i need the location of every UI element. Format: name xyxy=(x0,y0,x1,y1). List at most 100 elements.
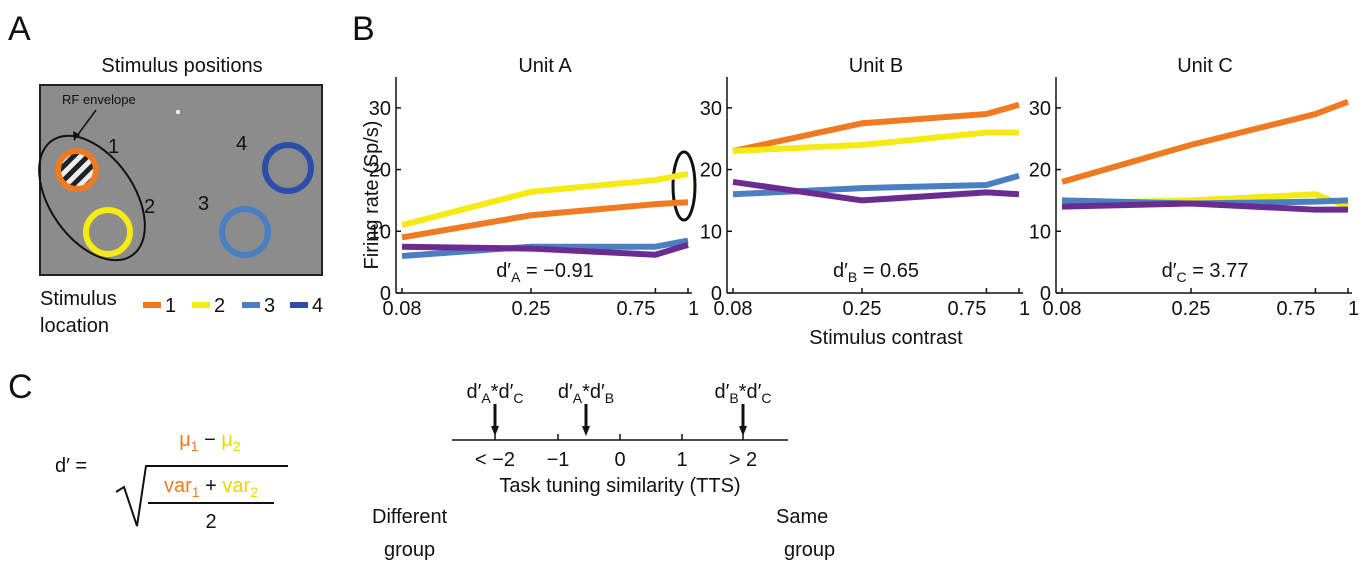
data-line xyxy=(732,178,1020,204)
legend-label: 3 xyxy=(264,295,275,317)
tts-tick-label: < −2 xyxy=(475,449,515,471)
tts-tick-label: 1 xyxy=(676,449,687,471)
tts-arrowhead xyxy=(491,426,499,436)
tts-tick-label: > 2 xyxy=(729,449,757,471)
legend-title: location xyxy=(40,315,109,337)
legend-label: 4 xyxy=(312,295,323,317)
symbol: d′ xyxy=(833,260,848,282)
tts-marker-label: d′A*d′B xyxy=(558,381,614,406)
chart-title: Unit B xyxy=(849,55,903,77)
tts-arrowhead xyxy=(739,426,747,436)
symbol: d′ xyxy=(590,381,605,403)
grating xyxy=(60,153,94,187)
chart-title: Unit A xyxy=(518,55,572,77)
formula-denominator: 2 xyxy=(205,511,216,533)
data-line xyxy=(732,129,1019,155)
tts-end-label: Different xyxy=(372,506,448,528)
tts-tick-label: 0 xyxy=(614,449,625,471)
symbol: d′ xyxy=(1162,260,1177,282)
symbol: d′ xyxy=(496,260,511,282)
y-tick-label: 10 xyxy=(700,221,722,243)
x-tick-label: 1 xyxy=(688,298,699,320)
data-line xyxy=(401,241,689,258)
d-prime-annotation: d′C = 3.77 xyxy=(1162,260,1249,285)
legend-label: 2 xyxy=(214,295,225,317)
star: * xyxy=(491,381,499,403)
data-line xyxy=(1061,200,1348,213)
y-tick-label: 30 xyxy=(1029,98,1051,120)
subscript: 2 xyxy=(250,484,258,500)
x-tick-label: 1 xyxy=(1348,298,1359,320)
tts-end-label: Same xyxy=(776,506,828,528)
tts-tick-label: −1 xyxy=(547,449,570,471)
symbol: d′ xyxy=(466,381,481,403)
data-line xyxy=(401,170,689,229)
panel-letter: C xyxy=(8,368,33,406)
var: var xyxy=(164,475,192,497)
value: = −0.91 xyxy=(520,260,593,282)
value: = 0.65 xyxy=(857,260,919,282)
x-tick-label: 0.75 xyxy=(616,298,655,320)
tts-arrowhead xyxy=(582,426,590,436)
panel-letter: A xyxy=(8,10,31,48)
subscript: A xyxy=(573,390,583,406)
y-tick-label: 10 xyxy=(369,221,391,243)
tts-scale: < −2 −1 0 1 > 2d′A*d′C d′A*d′B d′B*d′C xyxy=(466,381,771,471)
position-label: 2 xyxy=(144,196,155,218)
fixation-point xyxy=(176,110,180,114)
chart-title: Unit C xyxy=(1177,55,1233,77)
subscript: A xyxy=(481,390,491,406)
var: var xyxy=(222,475,250,497)
star: * xyxy=(739,381,747,403)
highlight-ellipse xyxy=(671,150,697,222)
y-tick-label: 10 xyxy=(1029,221,1051,243)
data-line xyxy=(732,101,1020,154)
y-tick-label: 0 xyxy=(711,283,722,305)
position-ring xyxy=(55,148,99,192)
d-prime-annotation: d′B = 0.65 xyxy=(833,260,919,285)
subscript: A xyxy=(511,269,521,285)
y-tick-label: 30 xyxy=(700,98,722,120)
tts-label: Task tuning similarity (TTS) xyxy=(499,475,740,497)
subscript: B xyxy=(848,269,857,285)
data-line xyxy=(1061,197,1349,207)
value: = 3.77 xyxy=(1187,260,1249,282)
position-ring xyxy=(262,142,314,194)
x-tick-label: 0.25 xyxy=(1172,298,1211,320)
subscript: C xyxy=(513,390,523,406)
legend-label: 1 xyxy=(165,295,176,317)
position-label: 3 xyxy=(198,193,209,215)
x-tick-label: 0.25 xyxy=(843,298,882,320)
x-tick-label: 0.75 xyxy=(947,298,986,320)
y-tick-label: 20 xyxy=(700,160,722,182)
y-axis-label: Firing rate (Sp/s) xyxy=(361,121,383,270)
legend-title: Stimulus xyxy=(40,288,117,310)
subscript: B xyxy=(729,390,738,406)
symbol: d′ xyxy=(747,381,762,403)
operator: − xyxy=(199,429,222,451)
tts-marker-label: d′B*d′C xyxy=(714,381,771,406)
x-tick-label: 1 xyxy=(1019,298,1030,320)
data-line xyxy=(1061,98,1350,185)
tts-end-label: group xyxy=(784,539,835,561)
position-ring xyxy=(83,207,133,257)
y-tick-label: 0 xyxy=(1040,283,1051,305)
subscript: 1 xyxy=(192,484,200,500)
subscript: C xyxy=(761,390,771,406)
tts-end-label: group xyxy=(384,539,435,561)
y-tick-label: 20 xyxy=(369,160,391,182)
subscript: B xyxy=(605,390,614,406)
y-tick-label: 30 xyxy=(369,98,391,120)
panel-letter: B xyxy=(352,10,375,48)
d-prime-annotation: d′A = −0.91 xyxy=(496,260,594,285)
subscript: 2 xyxy=(233,438,241,454)
position-label: 4 xyxy=(236,133,247,155)
x-tick-label: 0.08 xyxy=(383,298,422,320)
y-tick-label: 0 xyxy=(380,283,391,305)
position-ring xyxy=(219,206,271,258)
rf-arrowhead xyxy=(73,131,80,140)
formula-lhs: d′ = xyxy=(55,455,87,477)
formula-numerator: μ1 − μ2 xyxy=(179,429,241,454)
